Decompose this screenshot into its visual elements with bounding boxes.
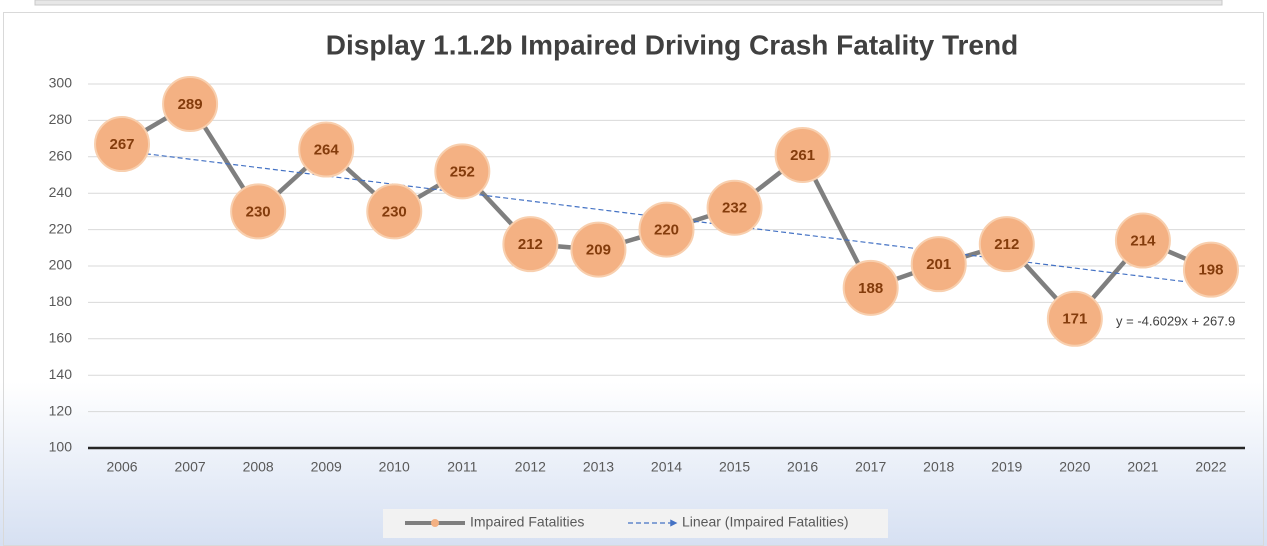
marker [502,216,559,273]
y-tick-label: 240 [49,184,73,200]
data-label: 198 [1198,262,1223,279]
data-label: 212 [518,236,543,253]
data-label: 264 [314,141,340,158]
x-tick-label: 2019 [991,459,1022,475]
x-tick-label: 2015 [719,459,750,475]
marker [298,121,355,178]
marker [162,76,219,133]
data-label: 267 [110,136,135,153]
marker [978,216,1035,273]
marker [94,116,151,173]
y-tick-label: 260 [49,148,73,164]
marker [1046,290,1103,347]
data-label: 230 [246,203,271,220]
x-tick-label: 2013 [583,459,614,475]
marker [842,259,899,316]
x-tick-label: 2016 [787,459,818,475]
x-tick-label: 2008 [243,459,274,475]
marker [230,183,287,240]
legend-label: Linear (Impaired Fatalities) [682,514,849,530]
data-label: 212 [994,236,1019,253]
x-tick-label: 2007 [175,459,206,475]
top-bar [34,0,1223,6]
legend-marker [431,519,439,527]
data-label: 232 [722,200,747,217]
x-tick-label: 2018 [923,459,954,475]
y-tick-label: 220 [49,220,73,236]
marker [1182,241,1239,298]
data-label: 201 [926,256,951,273]
x-tick-label: 2012 [515,459,546,475]
x-tick-label: 2022 [1195,459,1226,475]
x-tick-label: 2011 [447,459,477,475]
x-tick-label: 2017 [855,459,886,475]
chart-title: Display 1.1.2b Impaired Driving Crash Fa… [326,29,1018,60]
y-tick-label: 140 [49,366,73,382]
y-tick-label: 160 [49,330,73,346]
y-tick-label: 120 [49,402,73,418]
marker [910,236,967,293]
data-label: 261 [790,147,815,164]
marker [706,179,763,236]
legend-box [383,509,888,538]
data-label: 171 [1062,311,1087,328]
x-tick-label: 2006 [106,459,137,475]
data-label: 230 [382,203,407,220]
marker [1114,212,1171,269]
y-tick-label: 280 [49,111,73,127]
y-tick-label: 100 [49,439,73,455]
y-tick-label: 180 [49,293,73,309]
data-label: 289 [178,96,203,113]
y-tick-label: 200 [49,257,73,273]
x-tick-label: 2020 [1059,459,1090,475]
data-label: 252 [450,163,475,180]
y-tick-label: 300 [49,75,73,91]
x-tick-label: 2010 [379,459,410,475]
marker [570,221,627,278]
marker [366,183,423,240]
marker [774,126,831,183]
x-tick-label: 2021 [1127,459,1158,475]
data-label: 188 [858,280,883,297]
x-tick-label: 2014 [651,459,682,475]
x-tick-label: 2009 [311,459,342,475]
legend-label: Impaired Fatalities [470,514,584,530]
marker [434,143,491,200]
data-label: 220 [654,222,679,239]
data-label: 209 [586,242,611,259]
marker [638,201,695,258]
data-label: 214 [1130,232,1156,249]
trend-equation: y = -4.6029x + 267.9 [1116,313,1235,328]
